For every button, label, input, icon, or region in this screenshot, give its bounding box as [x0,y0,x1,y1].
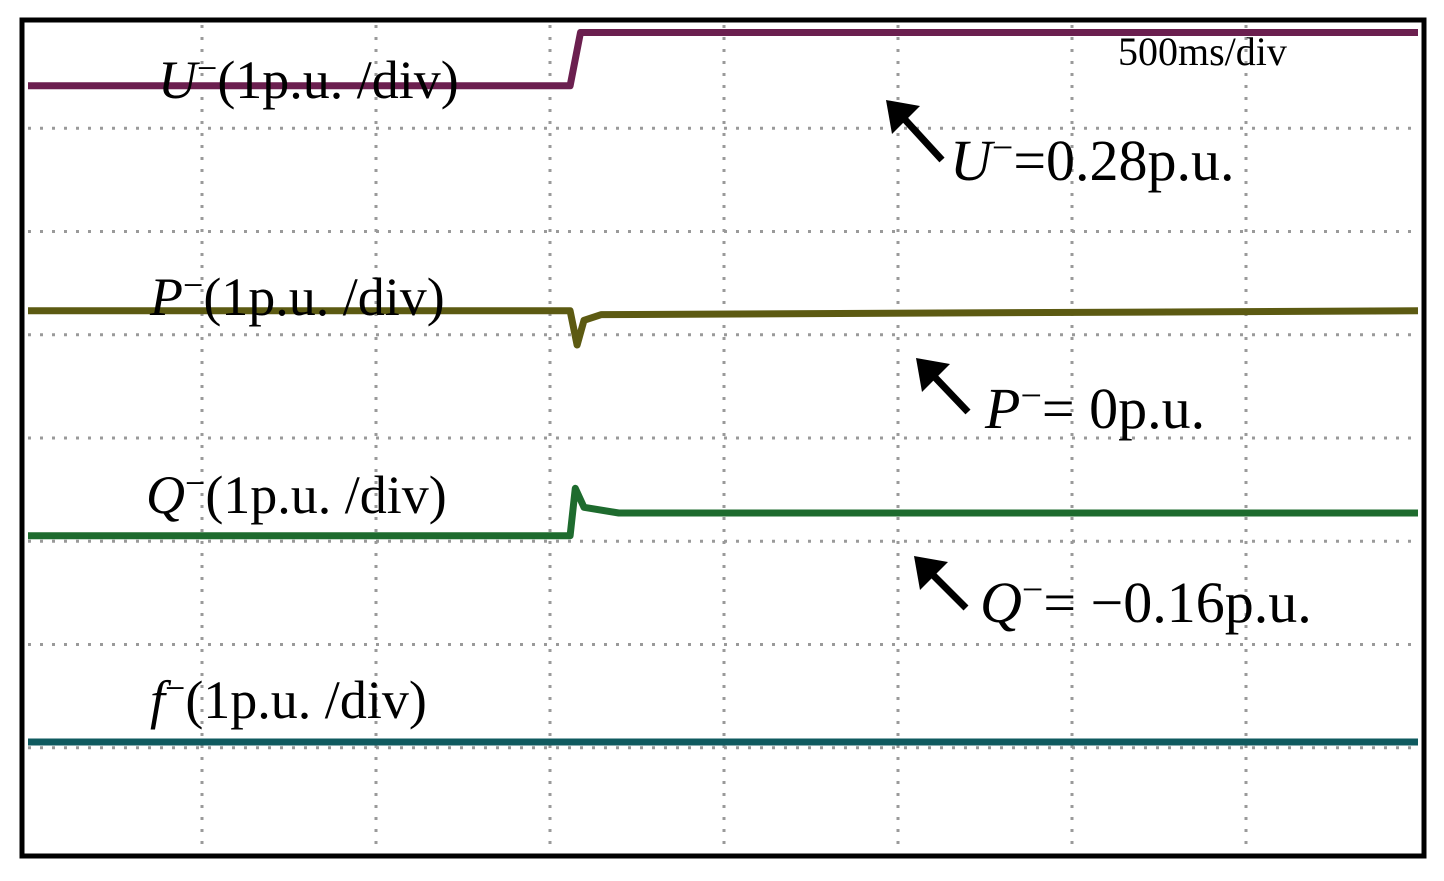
channel-symbol: U [158,50,200,110]
channel-label-p: P−(1p.u. /div) [149,265,445,327]
annotation-value: =0.28p.u. [1013,128,1234,193]
channel-superscript: − [197,48,217,88]
trace-q [28,484,1418,540]
channel-superscript: − [185,463,205,503]
grid [28,25,1420,851]
channel-labels: U−(1p.u. /div)P−(1p.u. /div)Q−(1p.u. /di… [146,48,459,730]
annotations: U−=0.28p.u.P−= 0p.u.Q−= −0.16p.u. [886,100,1312,635]
annotation-value: = −0.16p.u. [1043,570,1311,635]
annotation-superscript: − [1020,375,1041,417]
channel-label-f: f−(1p.u. /div) [150,668,427,730]
annotation-symbol: Q [980,570,1022,635]
traces [28,29,1419,746]
channel-symbol: Q [146,465,185,525]
channel-superscript: − [165,668,185,708]
channel-scale: (1p.u. /div) [185,670,426,730]
channel-label-q: Q−(1p.u. /div) [146,463,447,525]
trace-p [28,307,1419,349]
annotation-text: Q−= −0.16p.u. [980,569,1312,635]
channel-superscript: − [183,265,203,305]
trace-u [28,29,1418,90]
channel-scale: (1p.u. /div) [217,50,458,110]
annotation-value: = 0p.u. [1042,376,1205,441]
timebase-label: 500ms/div [1118,29,1287,74]
annotation-text: U−=0.28p.u. [950,127,1235,193]
annotation-superscript: − [992,127,1013,169]
channel-label-u: U−(1p.u. /div) [158,48,459,110]
annotation-arrowhead [914,556,948,590]
annotation-arrowhead [886,100,920,134]
annotation-text: P−= 0p.u. [984,375,1205,441]
channel-scale: (1p.u. /div) [203,267,444,327]
annotation-superscript: − [1022,569,1043,611]
channel-symbol: P [149,267,183,327]
annotation-symbol: U [950,128,996,193]
annotation-symbol: P [984,376,1020,441]
channel-scale: (1p.u. /div) [205,465,446,525]
annotation-arrowhead [916,358,950,392]
